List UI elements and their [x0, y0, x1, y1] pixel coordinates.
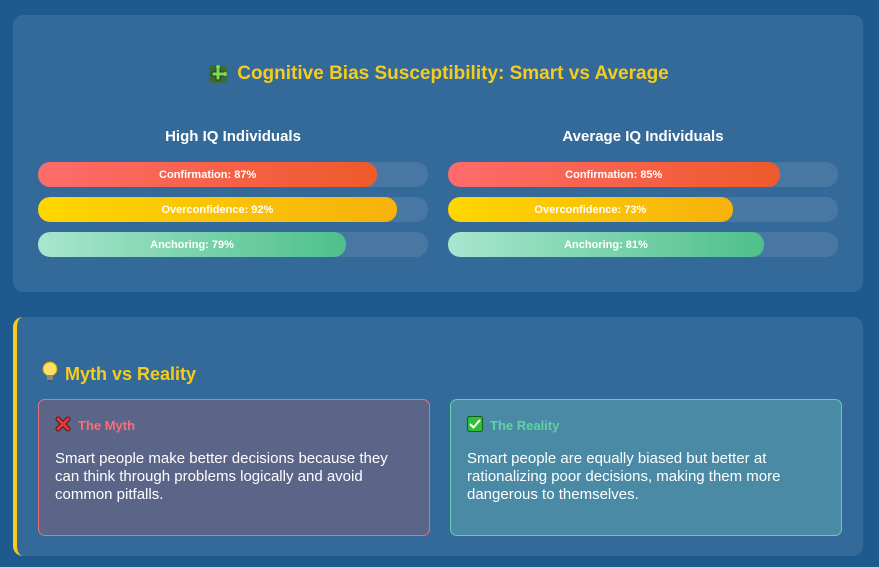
puzzle-icon	[207, 63, 229, 85]
page-title: Cognitive Bias Susceptibility: Smart vs …	[237, 63, 669, 84]
myth-section-title: Myth vs Reality	[65, 364, 197, 384]
group-heading: High IQ Individuals	[165, 128, 301, 145]
bar-track: Overconfidence: 73%	[448, 197, 838, 222]
page-title-row: Cognitive Bias Susceptibility: Smart vs …	[13, 63, 863, 85]
bar-track: Confirmation: 85%	[448, 162, 838, 187]
group-average-iq: Average IQ Individuals Confirmation: 85%…	[448, 127, 838, 267]
lightbulb-icon	[41, 361, 59, 388]
reality-text: Smart people are equally biased but bett…	[467, 450, 781, 503]
reality-card: The Reality Smart people are equally bia…	[450, 399, 842, 536]
bar-overconfidence: Overconfidence: 73%	[448, 197, 733, 222]
bar-confirmation: Confirmation: 85%	[448, 162, 780, 187]
bar-track: Anchoring: 81%	[448, 232, 838, 257]
bar-track: Anchoring: 79%	[38, 232, 428, 257]
bar-overconfidence: Overconfidence: 92%	[38, 197, 397, 222]
reality-card-header: The Reality	[467, 415, 825, 435]
myth-section-title-row: Myth vs Reality	[41, 361, 196, 388]
bar-track: Overconfidence: 92%	[38, 197, 428, 222]
bar-anchoring: Anchoring: 81%	[448, 232, 764, 257]
myth-card-header: The Myth	[55, 416, 413, 434]
myth-card: The Myth Smart people make better decisi…	[38, 399, 430, 536]
bar-confirmation: Confirmation: 87%	[38, 162, 378, 187]
myth-reality-panel: Myth vs Reality The Myth Smart people ma…	[13, 317, 863, 556]
group-heading: Average IQ Individuals	[562, 128, 724, 145]
bar-anchoring: Anchoring: 79%	[38, 232, 347, 257]
group-high-iq: High IQ Individuals Confirmation: 87% Ov…	[38, 127, 428, 267]
reality-heading: The Reality	[490, 417, 560, 433]
bar-track: Confirmation: 87%	[38, 162, 428, 187]
myth-heading: The Myth	[78, 417, 136, 433]
cross-mark-icon	[55, 416, 71, 435]
myth-text: Smart people make better decisions becau…	[55, 450, 388, 503]
bias-chart-panel: Cognitive Bias Susceptibility: Smart vs …	[13, 15, 863, 292]
check-mark-icon	[467, 415, 483, 435]
